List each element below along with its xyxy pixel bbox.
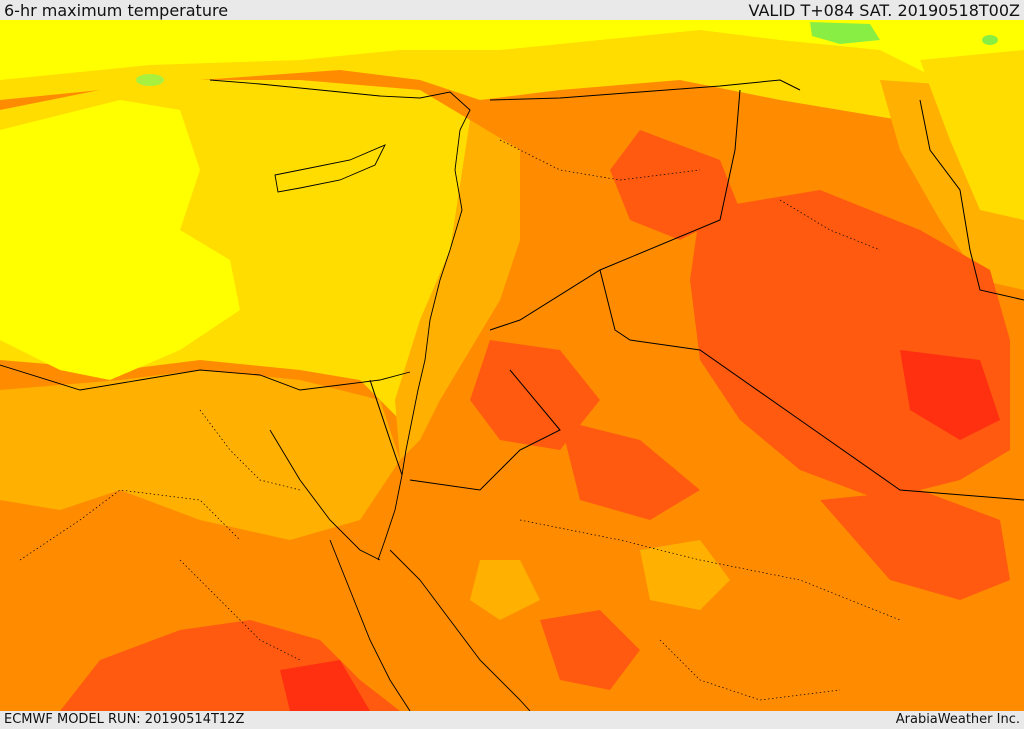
temp-field-arabia-light-2 [470, 560, 540, 620]
temp-field-nw-saudi [560, 420, 700, 520]
border-egypt-israel [369, 379, 403, 476]
border-iraq-saudi [599, 269, 1024, 501]
temp-field-sudan-core [280, 660, 370, 711]
coastline-cyprus [274, 144, 386, 193]
coastline-egypt [0, 364, 411, 391]
coastline-levant [401, 129, 463, 476]
border-turkey-syria [489, 79, 801, 101]
credit-text: ArabiaWeather Inc. [895, 712, 1020, 727]
border-jordan-saudi [409, 369, 561, 491]
border-syria-iraq [489, 89, 741, 331]
temp-field-west-saudi [540, 610, 640, 690]
footer-bar: ECMWF MODEL RUN: 20190514T12Z ArabiaWeat… [0, 711, 1024, 729]
coastline-gulf-aqaba [377, 474, 403, 561]
coastline-red-sea-east [389, 549, 531, 711]
temp-field-sea-core [0, 100, 240, 380]
temp-field-egypt [0, 370, 400, 540]
province-line-4 [659, 639, 841, 701]
header-bar: 6-hr maximum temperature VALID T+084 SAT… [0, 0, 1024, 20]
coastline-turkey [209, 79, 471, 131]
province-line-2 [179, 559, 301, 661]
province-line-6 [499, 139, 701, 181]
temp-field-iraq-core [900, 350, 1000, 440]
temp-field-arabia-light [640, 540, 730, 610]
temp-field-north-light [0, 20, 1024, 80]
temp-field-levant [395, 120, 520, 460]
province-line-1 [19, 489, 241, 561]
valid-time: VALID T+084 SAT. 20190518T00Z [748, 1, 1020, 20]
temp-field-gulf [820, 490, 1010, 600]
border-iran-iraq [919, 99, 1024, 301]
temp-field-iran-yellow [920, 50, 1024, 220]
temp-field-green-patch-2 [136, 74, 164, 86]
province-line-7 [199, 409, 301, 491]
coastline-red-sea-west [329, 539, 411, 711]
temp-field-green-north [810, 22, 880, 44]
temp-field-green-patch [982, 35, 998, 45]
map-title: 6-hr maximum temperature [4, 1, 229, 20]
coastline-gulf-suez [269, 429, 381, 561]
temp-field-iraq [690, 190, 1010, 500]
province-line-3 [519, 519, 901, 621]
temperature-map [0, 20, 1024, 711]
model-run: ECMWF MODEL RUN: 20190514T12Z [4, 712, 245, 727]
